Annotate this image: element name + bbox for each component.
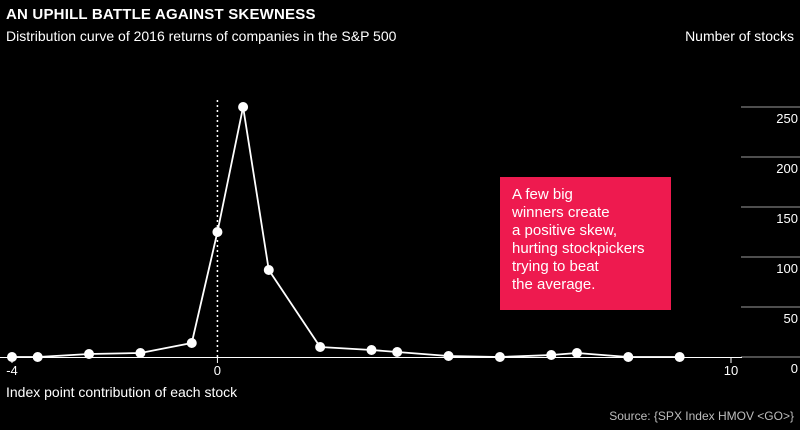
data-point [674, 352, 685, 362]
data-point [7, 352, 17, 362]
data-point [546, 350, 557, 360]
data-point [212, 227, 223, 237]
data-point [494, 352, 505, 362]
data-point [186, 338, 197, 348]
data-points [7, 102, 685, 362]
x-tick-label: 10 [724, 363, 738, 378]
annotation-callout: A few big winners create a positive skew… [500, 177, 671, 310]
y-tick-label: 100 [776, 261, 798, 276]
data-point [32, 352, 43, 362]
y-tick-label: 200 [776, 161, 798, 176]
data-point [392, 347, 403, 357]
data-point [84, 349, 95, 359]
data-point [135, 348, 146, 358]
source-note: Source: {SPX Index HMOV <GO>} [609, 409, 794, 423]
y-tick-label: 250 [776, 111, 798, 126]
x-tick-label: 0 [214, 363, 221, 378]
data-point [623, 352, 634, 362]
y-axis-label: Number of stocks [685, 28, 794, 44]
y-tick-label: 150 [776, 211, 798, 226]
y-axis: 0 50 100 150 200 250 [741, 106, 800, 376]
y-tick-label: 0 [791, 361, 798, 376]
data-point [571, 348, 582, 358]
chart-title: AN UPHILL BATTLE AGAINST SKEWNESS [6, 6, 316, 23]
x-tick-label: -4 [6, 363, 18, 378]
data-point [443, 351, 454, 361]
y-tick-label: 50 [784, 311, 798, 326]
data-point [315, 342, 326, 352]
x-axis-label: Index point contribution of each stock [6, 384, 238, 400]
chart-subtitle: Distribution curve of 2016 returns of co… [6, 28, 397, 44]
data-point [238, 102, 249, 112]
data-point [366, 345, 377, 355]
data-point [263, 265, 274, 275]
